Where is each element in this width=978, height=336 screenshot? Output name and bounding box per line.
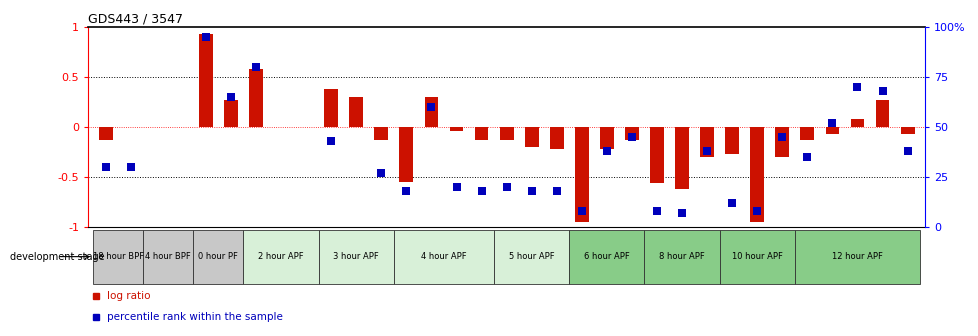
Text: log ratio: log ratio: [107, 291, 150, 301]
FancyBboxPatch shape: [93, 230, 143, 284]
Point: [849, 84, 865, 89]
Text: 18 hour BPF: 18 hour BPF: [93, 252, 144, 261]
Bar: [574, 127, 588, 222]
Text: 3 hour APF: 3 hour APF: [333, 252, 378, 261]
Text: 5 hour APF: 5 hour APF: [509, 252, 554, 261]
Bar: [399, 127, 413, 182]
Point: [648, 208, 664, 213]
Text: GDS443 / 3547: GDS443 / 3547: [88, 13, 183, 26]
Text: 6 hour APF: 6 hour APF: [584, 252, 629, 261]
FancyBboxPatch shape: [393, 230, 494, 284]
Point: [623, 134, 639, 139]
Point: [498, 184, 513, 190]
Text: 2 hour APF: 2 hour APF: [258, 252, 303, 261]
Point: [223, 94, 239, 99]
Point: [123, 164, 139, 169]
Bar: [900, 127, 913, 134]
Bar: [675, 127, 689, 189]
Point: [724, 200, 739, 205]
Point: [599, 148, 614, 154]
Bar: [749, 127, 764, 222]
FancyBboxPatch shape: [719, 230, 794, 284]
Point: [799, 154, 815, 159]
Point: [774, 134, 789, 139]
Text: 4 hour APF: 4 hour APF: [421, 252, 467, 261]
Bar: [374, 127, 388, 140]
Bar: [775, 127, 788, 157]
Point: [198, 34, 213, 40]
Text: 12 hour APF: 12 hour APF: [831, 252, 882, 261]
Bar: [224, 100, 238, 127]
Point: [873, 88, 889, 93]
Point: [549, 188, 564, 194]
FancyBboxPatch shape: [143, 230, 194, 284]
Point: [398, 188, 414, 194]
Bar: [600, 127, 613, 149]
Point: [899, 148, 914, 154]
Point: [423, 104, 439, 110]
Point: [323, 138, 338, 143]
Bar: [324, 89, 337, 127]
Point: [473, 188, 489, 194]
Bar: [248, 69, 263, 127]
Bar: [699, 127, 713, 157]
Bar: [199, 34, 212, 127]
Text: development stage: development stage: [11, 252, 105, 262]
Point: [523, 188, 539, 194]
Bar: [499, 127, 513, 140]
Point: [748, 208, 764, 213]
Bar: [800, 127, 814, 140]
Bar: [649, 127, 663, 183]
Bar: [550, 127, 563, 149]
FancyBboxPatch shape: [644, 230, 719, 284]
Bar: [824, 127, 838, 134]
FancyBboxPatch shape: [494, 230, 568, 284]
Point: [98, 164, 113, 169]
Bar: [424, 97, 438, 127]
Bar: [624, 127, 639, 140]
FancyBboxPatch shape: [568, 230, 644, 284]
Text: 10 hour APF: 10 hour APF: [732, 252, 781, 261]
FancyBboxPatch shape: [319, 230, 393, 284]
Bar: [99, 127, 112, 140]
Text: percentile rank within the sample: percentile rank within the sample: [107, 312, 282, 322]
Point: [823, 120, 839, 125]
Bar: [474, 127, 488, 140]
Bar: [725, 127, 738, 154]
Text: 0 hour PF: 0 hour PF: [199, 252, 238, 261]
Bar: [349, 97, 363, 127]
Point: [374, 170, 389, 175]
Bar: [850, 119, 864, 127]
Bar: [874, 100, 889, 127]
Point: [448, 184, 464, 190]
Bar: [449, 127, 463, 131]
Point: [248, 64, 264, 70]
Text: 4 hour BPF: 4 hour BPF: [146, 252, 191, 261]
Point: [573, 208, 589, 213]
Bar: [524, 127, 538, 147]
Point: [698, 148, 714, 154]
Point: [674, 210, 689, 215]
Text: 8 hour APF: 8 hour APF: [658, 252, 704, 261]
FancyBboxPatch shape: [194, 230, 244, 284]
FancyBboxPatch shape: [244, 230, 319, 284]
FancyBboxPatch shape: [794, 230, 919, 284]
